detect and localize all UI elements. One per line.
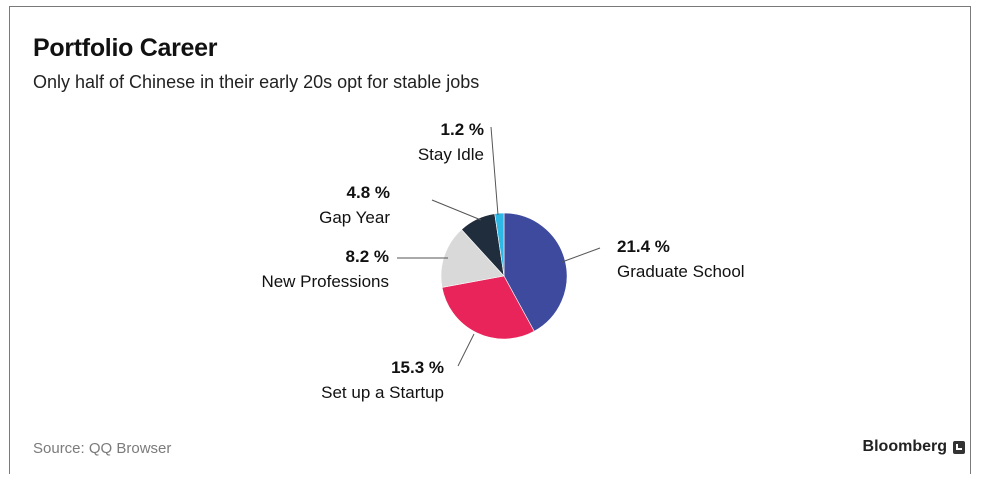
brand-name: Bloomberg bbox=[862, 438, 947, 455]
chart-title: Portfolio Career bbox=[33, 34, 218, 62]
slice-value-label: 21.4 % bbox=[617, 237, 670, 256]
chart-frame bbox=[9, 6, 971, 474]
chart-icon bbox=[953, 440, 965, 454]
slice-value-label: 8.2 % bbox=[346, 247, 389, 266]
leader-line bbox=[431, 199, 482, 221]
leader-lines bbox=[397, 126, 601, 367]
source-note: Source: QQ Browser bbox=[33, 440, 172, 457]
slice-category-label: Gap Year bbox=[319, 208, 390, 227]
pie-slice-set-up-a-startup bbox=[441, 275, 535, 340]
leader-line bbox=[561, 247, 601, 263]
pie-slices bbox=[440, 212, 568, 340]
slice-value-label: 15.3 % bbox=[391, 358, 444, 377]
pie-slice-new-professions bbox=[440, 229, 505, 288]
slice-category-label: Set up a Startup bbox=[321, 383, 444, 402]
pie-slice-stay-idle bbox=[494, 212, 505, 277]
slice-value-label: 1.2 % bbox=[441, 120, 484, 139]
leader-line bbox=[457, 333, 475, 367]
slice-category-label: Stay Idle bbox=[418, 145, 484, 164]
chart-subtitle: Only half of Chinese in their early 20s … bbox=[33, 72, 480, 92]
slice-category-label: New Professions bbox=[261, 272, 389, 291]
leader-line bbox=[490, 126, 499, 216]
slice-value-label: 4.8 % bbox=[347, 183, 390, 202]
slice-labels: 21.4 % Graduate School 15.3 % Set up a Star… bbox=[261, 120, 744, 402]
brand-logo: Bloomberg bbox=[863, 438, 965, 456]
slice-category-label: Graduate School bbox=[617, 262, 745, 281]
